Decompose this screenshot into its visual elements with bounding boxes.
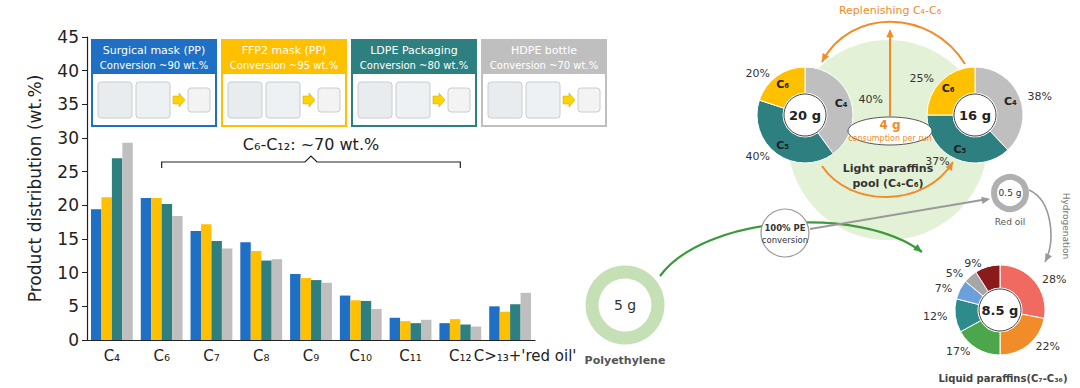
svg-text:Conversion ~95 wt.%: Conversion ~95 wt.% [230, 60, 338, 71]
svg-text:9%: 9% [964, 257, 981, 270]
svg-text:5: 5 [68, 296, 79, 316]
svg-text:Surgical mask (PP): Surgical mask (PP) [103, 44, 206, 57]
svg-text:40%: 40% [859, 93, 883, 106]
svg-text:Product distribution (wt.%): Product distribution (wt.%) [25, 75, 45, 303]
svg-text:C₇: C₇ [203, 347, 220, 365]
svg-text:20: 20 [57, 195, 79, 215]
svg-text:5%: 5% [946, 267, 963, 280]
svg-text:20%: 20% [746, 67, 770, 80]
svg-text:C₄: C₄ [1004, 95, 1017, 108]
svg-text:Conversion ~90 wt.%: Conversion ~90 wt.% [100, 60, 208, 71]
svg-text:pool (C₄-C₆): pool (C₄-C₆) [853, 177, 924, 190]
svg-text:25%: 25% [909, 72, 933, 85]
svg-text:28%: 28% [1042, 273, 1066, 286]
svg-text:C₅: C₅ [776, 139, 789, 152]
svg-text:conversion: conversion [762, 235, 808, 245]
svg-text:16 g: 16 g [959, 108, 991, 123]
svg-text:100% PE: 100% PE [764, 223, 805, 233]
svg-text:Liquid paraffins(C₇-C₃₆): Liquid paraffins(C₇-C₃₆) [938, 373, 1067, 384]
svg-text:38%: 38% [1027, 90, 1051, 103]
svg-text:4 g: 4 g [879, 118, 900, 132]
svg-text:Conversion ~80 wt.%: Conversion ~80 wt.% [360, 60, 468, 71]
svg-text:40: 40 [57, 61, 79, 81]
svg-text:LDPE Packaging: LDPE Packaging [370, 44, 458, 57]
svg-text:C>₁₃+'red oil': C>₁₃+'red oil' [474, 347, 577, 365]
svg-text:Light paraffins: Light paraffins [843, 162, 934, 175]
svg-text:7%: 7% [935, 282, 952, 295]
svg-text:consumption per run: consumption per run [848, 134, 932, 143]
svg-text:Hydrogenation: Hydrogenation [1061, 193, 1071, 260]
svg-text:35: 35 [57, 94, 79, 114]
svg-text:37%: 37% [925, 155, 950, 169]
svg-text:40%: 40% [746, 150, 770, 163]
svg-text:C₁₁: C₁₁ [399, 347, 422, 365]
svg-text:Red oil: Red oil [995, 217, 1025, 227]
svg-text:C₄: C₄ [104, 347, 121, 365]
svg-text:C₁₂: C₁₂ [449, 347, 472, 365]
svg-text:5 g: 5 g [614, 297, 636, 313]
svg-text:C₆: C₆ [776, 78, 789, 91]
svg-text:C₅: C₅ [953, 143, 966, 156]
svg-text:C₄: C₄ [835, 97, 848, 110]
svg-text:FFP2 mask (PP): FFP2 mask (PP) [242, 44, 327, 57]
svg-text:20 g: 20 g [789, 108, 821, 123]
svg-text:0.5 g: 0.5 g [999, 188, 1022, 198]
svg-text:HDPE bottle: HDPE bottle [511, 44, 577, 57]
svg-text:Polyethylene: Polyethylene [585, 354, 666, 367]
svg-text:Conversion ~70 wt.%: Conversion ~70 wt.% [490, 60, 598, 71]
svg-text:25: 25 [57, 162, 79, 182]
svg-text:C₁₀: C₁₀ [350, 347, 373, 365]
svg-text:C₆-C₁₂: ~70 wt.%: C₆-C₁₂: ~70 wt.% [243, 135, 379, 154]
svg-text:Replenishing C₄-C₆: Replenishing C₄-C₆ [839, 4, 942, 17]
svg-text:17%: 17% [946, 345, 970, 358]
svg-text:C₈: C₈ [253, 347, 270, 365]
svg-text:8.5 g: 8.5 g [982, 303, 1019, 318]
svg-text:45: 45 [57, 27, 79, 47]
svg-text:12%: 12% [923, 310, 947, 323]
svg-text:10: 10 [57, 263, 79, 283]
svg-text:30: 30 [57, 128, 79, 148]
svg-text:C₉: C₉ [303, 347, 320, 365]
svg-text:C₆: C₆ [942, 82, 955, 95]
svg-text:22%: 22% [1036, 340, 1060, 353]
svg-text:C₆: C₆ [153, 347, 170, 365]
svg-text:0: 0 [68, 330, 79, 350]
svg-text:15: 15 [57, 229, 79, 249]
